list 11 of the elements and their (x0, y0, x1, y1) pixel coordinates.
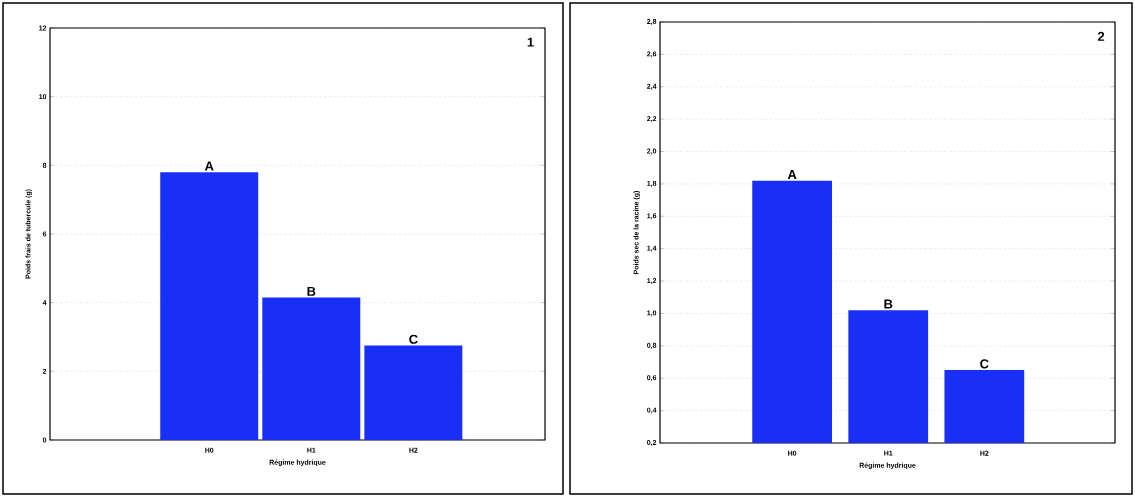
data-label: A (787, 170, 797, 179)
data-label: B (884, 299, 893, 309)
bar (364, 345, 463, 440)
data-label: A (204, 161, 214, 171)
annotation: 2 (1097, 31, 1105, 41)
bar (262, 297, 361, 440)
annotation: 1 (527, 37, 534, 47)
bar (160, 172, 259, 440)
data-label: C (409, 334, 418, 344)
data-label: B (307, 286, 316, 296)
data-label: C (980, 359, 989, 369)
